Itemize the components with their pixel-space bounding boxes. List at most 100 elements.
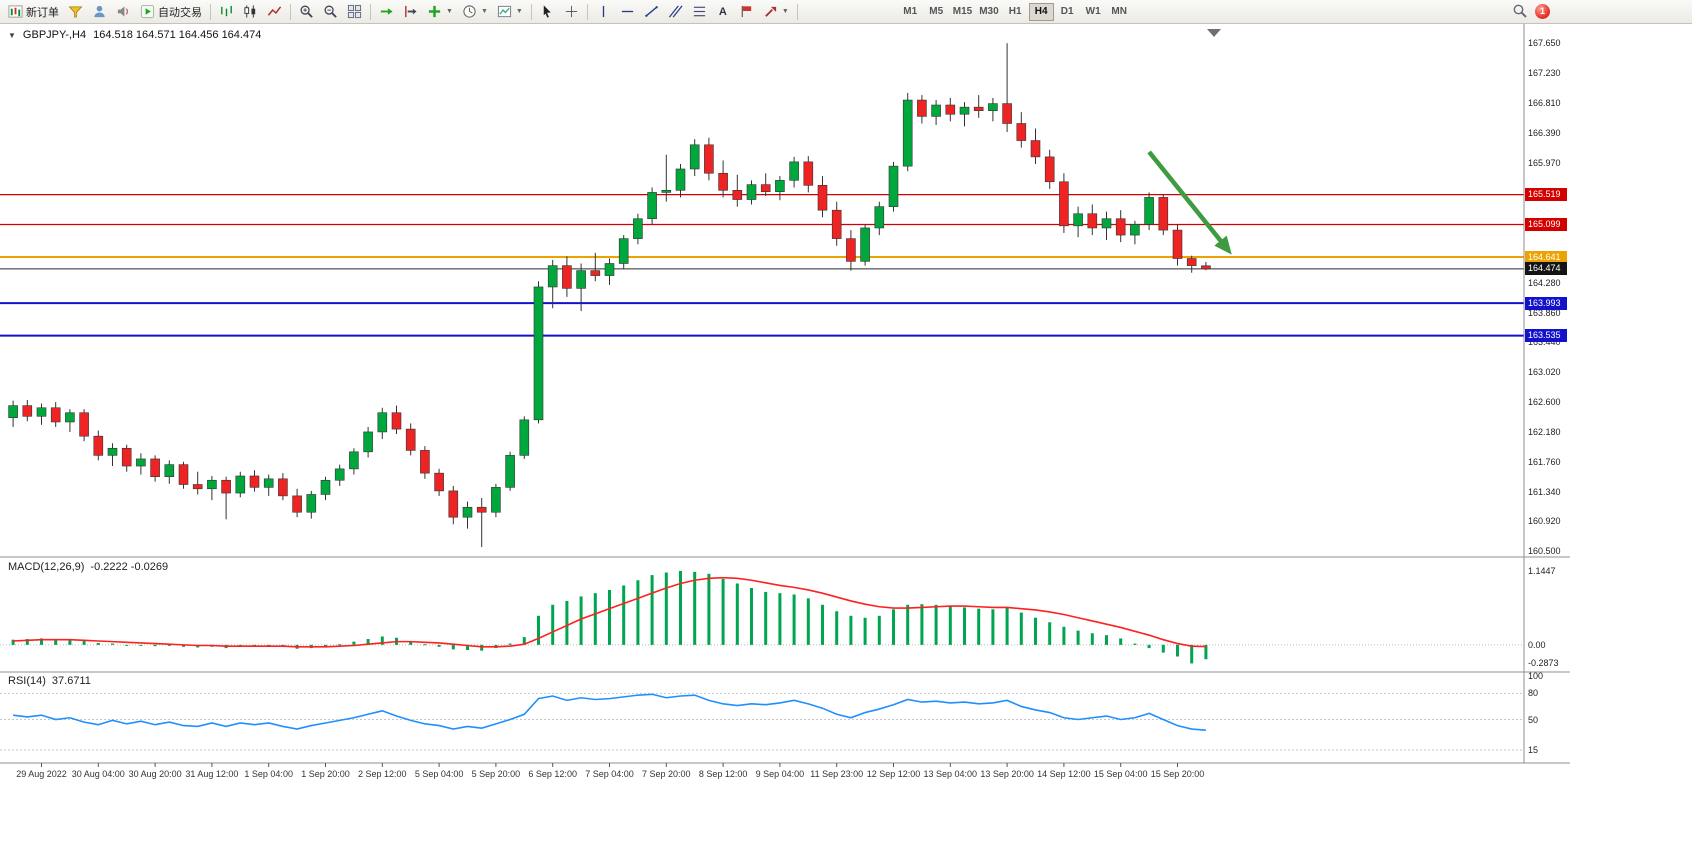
zoom-in-icon	[300, 5, 313, 18]
price-line-tag: 165.099	[1525, 217, 1567, 231]
time-axis-label: 15 Sep 04:00	[1093, 769, 1148, 779]
crosshair-icon	[565, 5, 577, 18]
ohlc-values-label: 164.518 164.571 164.456 164.474	[93, 29, 262, 41]
fibonacci-icon	[693, 6, 705, 17]
rsi-pane-label: RSI(14) 37.6711	[8, 675, 91, 687]
toolbar-right-group: 1	[1512, 3, 1550, 19]
crosshair-button[interactable]	[560, 2, 583, 22]
toolbar-separator	[796, 3, 798, 20]
horizontal-line-icon	[621, 10, 633, 13]
metaeditor-button[interactable]	[64, 2, 87, 22]
profiles-button[interactable]	[88, 2, 111, 22]
candlestick-chart-button[interactable]	[239, 2, 262, 22]
chart-title: ▼ GBPJPY-,H4 164.518 164.571 164.456 164…	[8, 29, 261, 41]
chart-shift-button[interactable]	[399, 2, 422, 22]
text-label-button[interactable]	[735, 2, 758, 22]
tf-button-m5[interactable]: M5	[924, 3, 949, 21]
search-icon[interactable]	[1512, 3, 1528, 19]
time-axis-label: 5 Sep 20:00	[471, 769, 521, 779]
templates-button[interactable]: ▼	[493, 2, 527, 22]
rsi-axis-label: 15	[1528, 744, 1539, 755]
price-axis-label: 163.860	[1528, 307, 1561, 318]
price-axis-label: 160.920	[1528, 516, 1561, 527]
auto-trading-label: 自动交易	[158, 6, 202, 19]
toolbar-separator	[586, 3, 588, 20]
tf-button-mn[interactable]: MN	[1107, 3, 1132, 21]
indicators-button[interactable]: ▼	[423, 2, 457, 22]
time-axis-label: 11 Sep 23:00	[810, 769, 864, 779]
price-axis-label: 162.600	[1528, 397, 1561, 408]
tf-button-m1[interactable]: M1	[898, 3, 923, 21]
bar-chart-button[interactable]	[215, 2, 238, 22]
price-line-tag: 164.641	[1525, 250, 1567, 264]
metaeditor-icon	[68, 6, 83, 18]
zoom-out-button[interactable]	[319, 2, 342, 22]
arrows-button[interactable]: ▼	[759, 2, 793, 22]
price-axis-label: 163.440	[1528, 337, 1561, 348]
vertical-line-button[interactable]	[592, 2, 615, 22]
toolbar-separator	[530, 3, 532, 20]
rsi-indicator-name: RSI(14)	[8, 675, 46, 687]
profiles-icon	[94, 5, 105, 18]
tf-button-m30[interactable]: M30	[976, 3, 1001, 21]
macd-axis-label: -0.2873	[1528, 658, 1559, 669]
rsi-indicator-value: 37.6711	[51, 675, 91, 687]
tf-button-m15[interactable]: M15	[950, 3, 975, 21]
time-axis-label: 8 Sep 12:00	[698, 769, 748, 779]
time-axis-label: 9 Sep 04:00	[755, 769, 805, 779]
time-axis-label: 29 Aug 2022	[16, 769, 67, 779]
price-line-tag: 163.535	[1525, 329, 1567, 343]
zoom-in-button[interactable]	[295, 2, 318, 22]
time-axis-label: 12 Sep 12:00	[866, 769, 921, 779]
text-label-icon	[741, 5, 751, 18]
auto-trading-button[interactable]: 自动交易	[136, 2, 206, 22]
toolbar-separator	[210, 3, 211, 20]
tf-button-d1[interactable]: D1	[1055, 3, 1080, 21]
autotrading-icon	[140, 4, 155, 19]
price-axis-label: 167.230	[1528, 68, 1561, 79]
time-axis-label: 1 Sep 20:00	[301, 769, 350, 779]
price-axis-label: 162.180	[1528, 426, 1561, 437]
chevron-down-icon: ▼	[515, 8, 523, 15]
time-axis-label: 31 Aug 12:00	[185, 769, 239, 779]
price-axis-label: 163.020	[1528, 367, 1561, 378]
chart-canvas[interactable]	[0, 24, 1570, 772]
horizontal-line-button[interactable]	[616, 2, 639, 22]
tf-button-h4[interactable]: H4	[1028, 2, 1054, 21]
timeframe-group: M1 M5 M15 M30 H1 H4 D1 W1 MN	[898, 2, 1132, 21]
time-axis-label: 30 Aug 04:00	[71, 769, 125, 779]
indicators-icon	[428, 5, 441, 18]
chevron-down-icon: ▼	[446, 8, 453, 15]
fibonacci-button[interactable]	[688, 2, 711, 22]
trendline-icon	[645, 6, 658, 17]
periods-icon	[463, 5, 476, 18]
macd-pane-label: MACD(12,26,9) -0.2222 -0.0269	[8, 561, 168, 573]
chart-shift-icon	[405, 5, 417, 18]
text-button[interactable]: A	[712, 2, 734, 22]
down-arrow-annotation[interactable]	[1147, 150, 1232, 255]
channel-button[interactable]	[664, 2, 687, 22]
vertical-line-icon	[602, 5, 604, 18]
window-menu-icon[interactable]: ▼	[8, 30, 16, 40]
time-axis-label: 30 Aug 20:00	[128, 769, 182, 779]
tile-windows-button[interactable]	[343, 2, 366, 22]
line-chart-button[interactable]	[263, 2, 286, 22]
market-watch-button[interactable]	[112, 2, 135, 22]
time-axis-label: 6 Sep 12:00	[528, 769, 577, 779]
new-order-button[interactable]: 新订单	[4, 2, 63, 22]
periods-button[interactable]: ▼	[458, 2, 492, 22]
cursor-button[interactable]	[536, 2, 559, 22]
macd-indicator-name: MACD(12,26,9)	[8, 561, 85, 573]
price-axis-label: 161.340	[1528, 486, 1561, 497]
templates-icon	[497, 5, 511, 18]
macd-axis-label: 0.00	[1528, 639, 1546, 650]
trendline-button[interactable]	[640, 2, 663, 22]
notification-badge[interactable]: 1	[1535, 3, 1550, 19]
tf-button-h1[interactable]: H1	[1003, 3, 1028, 21]
tf-button-w1[interactable]: W1	[1081, 3, 1106, 21]
price-axis-label: 161.760	[1528, 456, 1561, 467]
rsi-axis-label: 100	[1528, 671, 1544, 681]
auto-scroll-button[interactable]	[375, 2, 398, 22]
price-axis-label: 166.390	[1528, 127, 1561, 138]
chart-shift-marker[interactable]	[1207, 29, 1221, 37]
